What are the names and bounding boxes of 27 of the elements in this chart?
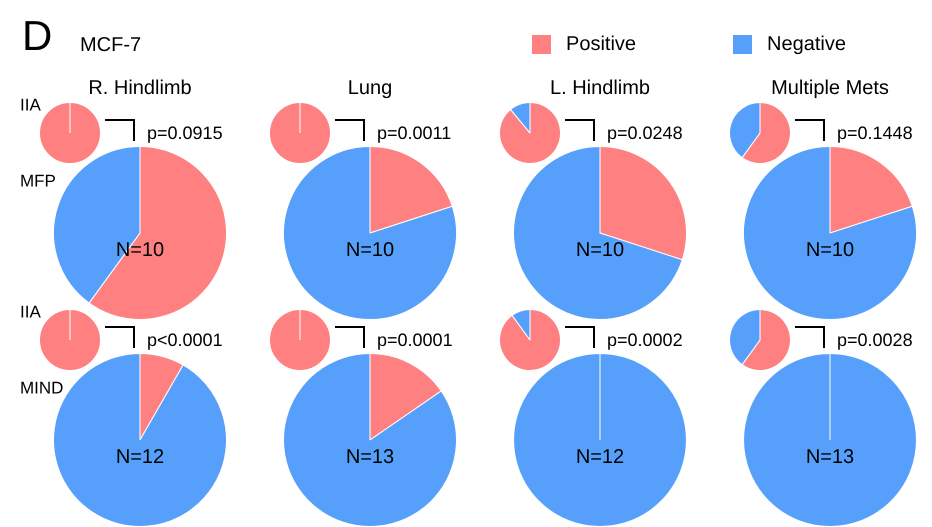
chart-title: L. Hindlimb — [550, 77, 650, 99]
text: Multiple Mets — [771, 77, 889, 99]
text: p<0.0001 — [147, 330, 223, 350]
text: Lung — [348, 77, 392, 99]
text: IIA — [20, 302, 41, 322]
text: N=12 — [576, 446, 624, 468]
text: R. Hindlimb — [88, 77, 192, 99]
legend-label: Positive — [566, 33, 636, 55]
text: p=0.0028 — [837, 330, 913, 350]
text: p=0.0001 — [377, 330, 453, 350]
text: p=0.0002 — [607, 330, 683, 350]
text: p=0.0248 — [607, 123, 683, 143]
text: MFP — [20, 172, 56, 190]
text: MIND — [20, 378, 64, 398]
text: p=0.0915 — [147, 123, 223, 143]
legend-label: Negative — [767, 33, 846, 55]
text: IIA — [20, 96, 41, 114]
text: N=10 — [346, 239, 394, 261]
text: N=10 — [576, 239, 624, 261]
text: MCF-7 — [80, 34, 142, 56]
text: p=0.0011 — [377, 123, 452, 143]
text: N=10 — [806, 239, 854, 261]
text: N=13 — [806, 446, 854, 468]
text: D — [22, 12, 52, 59]
text: N=13 — [346, 446, 394, 468]
text: N=12 — [116, 446, 164, 468]
text: p=0.1448 — [837, 123, 913, 143]
